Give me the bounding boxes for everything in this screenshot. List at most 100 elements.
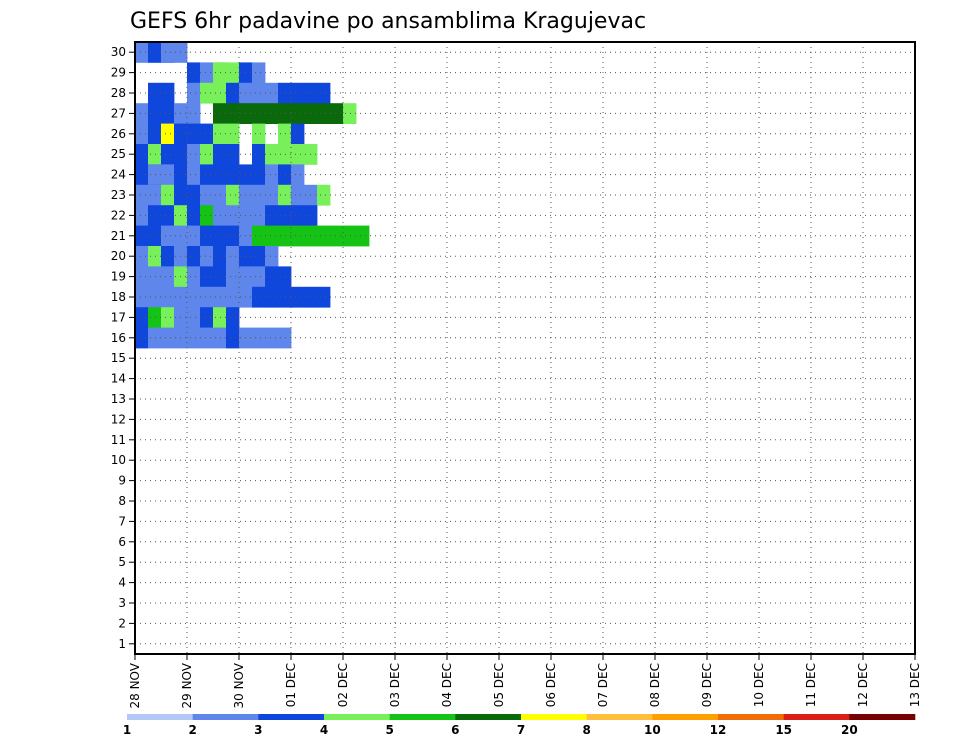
heat-cell [187,246,201,267]
heat-cell [148,42,162,63]
x-tick-label: 04 DEC [440,663,454,707]
y-tick-label: 1 [118,637,126,651]
x-tick-label: 30 NOV [232,662,246,708]
heat-cell [135,123,149,145]
heat-cell [291,82,305,104]
legend-label: 5 [385,723,393,737]
heat-cell [265,246,279,267]
y-tick-label: 8 [118,494,126,508]
heat-cell [252,62,266,84]
heat-cell [187,82,201,104]
heat-cell [200,184,214,206]
legend-swatch [652,714,719,720]
heat-cell [187,225,201,247]
heat-cell [148,144,162,165]
y-tick-label: 15 [111,351,126,365]
heat-cell [213,225,227,247]
heat-cell [135,103,149,124]
heat-cell [226,246,240,267]
heat-cell [148,123,162,145]
legend-swatch [324,714,390,720]
heat-cell [226,225,240,247]
legend-label: 12 [710,723,727,737]
y-tick-label: 16 [111,331,126,345]
heat-cell [265,184,279,206]
y-tick-label: 4 [118,576,126,590]
x-tick-label: 10 DEC [752,663,766,707]
y-tick-label: 10 [111,453,126,467]
legend-label: 2 [188,723,196,737]
heat-cell [200,123,214,145]
y-tick-label: 23 [111,188,126,202]
heat-cell [148,225,162,247]
heat-cell [161,307,175,328]
heat-cell [213,184,227,206]
heat-cell [161,246,175,267]
heat-cell [265,225,279,247]
heat-cell [317,286,331,308]
heat-cell [187,103,201,124]
heat-cell [278,327,292,349]
grid-layer [135,42,915,654]
heat-cell [226,62,240,84]
heat-cell [187,286,201,308]
x-axis: 28 NOV 29 NOV 30 NOV 01 DEC 02 DEC 03 DEC 04 D… [128,654,922,709]
x-tick-label: 11 DEC [804,663,818,707]
legend-label: 4 [320,723,328,737]
heat-cell [317,103,331,124]
heat-cell [278,286,292,308]
x-tick-label: 08 DEC [648,663,662,707]
heat-cell [252,123,266,145]
legend-label: 15 [775,723,792,737]
heat-cell [213,246,227,267]
heat-cell [148,246,162,267]
y-tick-label: 11 [111,433,126,447]
heat-cell [213,307,227,328]
heat-cell [161,225,175,247]
legend-swatch [718,714,784,720]
y-tick-label: 6 [118,535,126,549]
heat-cell [291,225,305,247]
heat-cell [200,266,214,288]
heat-cell [291,164,305,186]
legend-swatch [127,714,193,720]
heat-cell [187,307,201,328]
heat-cell [226,123,240,145]
heat-cell [265,103,279,124]
y-tick-label: 18 [111,290,126,304]
heat-cell [252,246,266,267]
heat-cell [265,144,279,165]
heat-cell [226,184,240,206]
heat-cell [291,205,305,226]
heat-cell [330,103,344,124]
heat-cell [135,144,149,165]
heat-cell [135,42,149,63]
heat-cell [226,164,240,186]
heat-cell [148,266,162,288]
heat-cell [291,123,305,145]
legend-swatch [258,714,325,720]
heat-cell [278,205,292,226]
heat-cell [161,103,175,124]
y-tick-label: 9 [118,474,126,488]
x-tick-label: 05 DEC [492,663,506,707]
y-tick-label: 13 [111,392,126,406]
heat-cell [135,266,149,288]
legend-label: 3 [254,723,262,737]
heat-cell [226,82,240,104]
y-tick-label: 2 [118,616,126,630]
heat-cell [356,225,370,247]
y-tick-label: 27 [111,106,126,120]
heat-cell [135,205,149,226]
x-tick-label: 01 DEC [284,663,298,707]
heat-cell [200,164,214,186]
y-tick-label: 5 [118,555,126,569]
heat-cell [148,82,162,104]
heat-cell [187,62,201,84]
y-tick-label: 21 [111,229,126,243]
heat-cell [317,184,331,206]
chart-title: GEFS 6hr padavine po ansamblima Kragujev… [130,9,646,34]
heat-cell [200,286,214,308]
heat-cell [135,246,149,267]
heat-cell [148,184,162,206]
